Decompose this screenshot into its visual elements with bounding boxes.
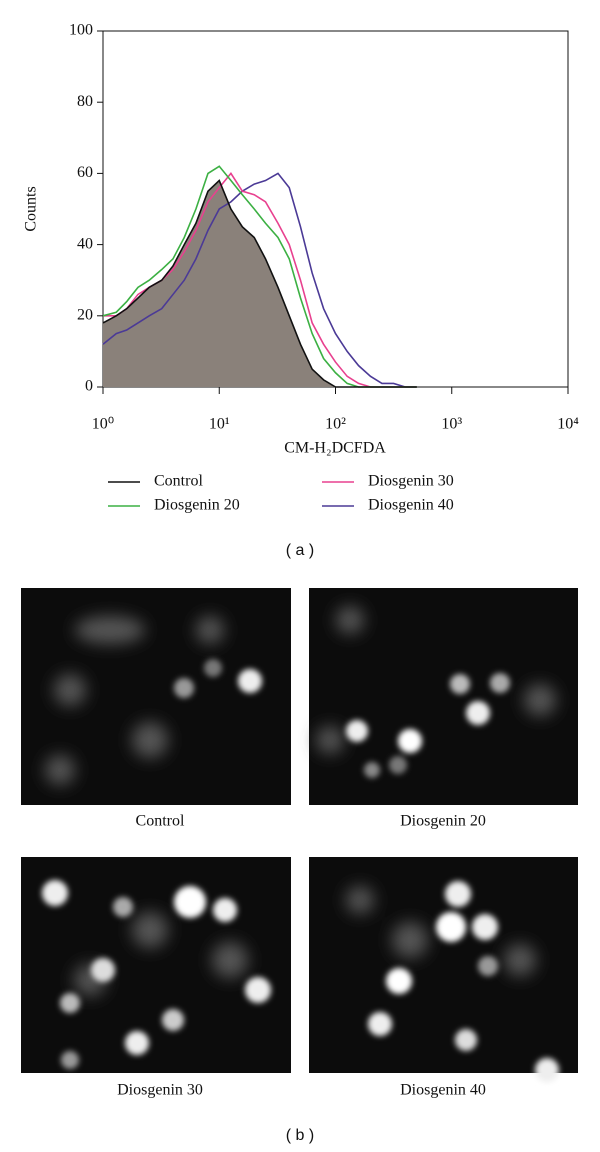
panel-caption: Control xyxy=(136,813,185,830)
x-tick-label: 10¹ xyxy=(209,416,230,433)
micrograph xyxy=(309,588,578,805)
legend-label: Diosgenin 30 xyxy=(368,473,454,490)
panel-caption: Diosgenin 20 xyxy=(400,813,486,830)
x-tick-label: 10⁴ xyxy=(557,416,579,433)
x-tick-label: 10⁰ xyxy=(92,416,114,433)
part-label: ( b ) xyxy=(286,1127,314,1144)
y-tick-label: 40 xyxy=(77,235,93,252)
x-tick-label: 10² xyxy=(325,416,346,433)
part-label: ( a ) xyxy=(286,542,314,559)
legend-label: Diosgenin 40 xyxy=(368,497,454,514)
micrograph xyxy=(21,857,291,1073)
histogram-line xyxy=(102,179,417,388)
y-axis-label: Counts xyxy=(23,186,40,231)
x-axis-label: CM-H₂DCFDA xyxy=(284,440,386,457)
area xyxy=(103,180,417,387)
micrograph xyxy=(309,857,578,1082)
y-tick-label: 80 xyxy=(77,93,93,110)
x-tick-label: 10³ xyxy=(441,416,462,433)
y-tick-label: 0 xyxy=(85,378,93,395)
histogram-line xyxy=(102,172,417,388)
panel-caption: Diosgenin 30 xyxy=(117,1082,203,1099)
legend-label: Control xyxy=(154,473,203,490)
y-tick-label: 20 xyxy=(77,306,93,323)
micrograph xyxy=(21,588,291,805)
y-tick-label: 60 xyxy=(77,164,93,181)
legend-label: Diosgenin 20 xyxy=(154,497,240,514)
y-tick-label: 100 xyxy=(69,22,93,39)
panel-caption: Diosgenin 40 xyxy=(400,1082,486,1099)
